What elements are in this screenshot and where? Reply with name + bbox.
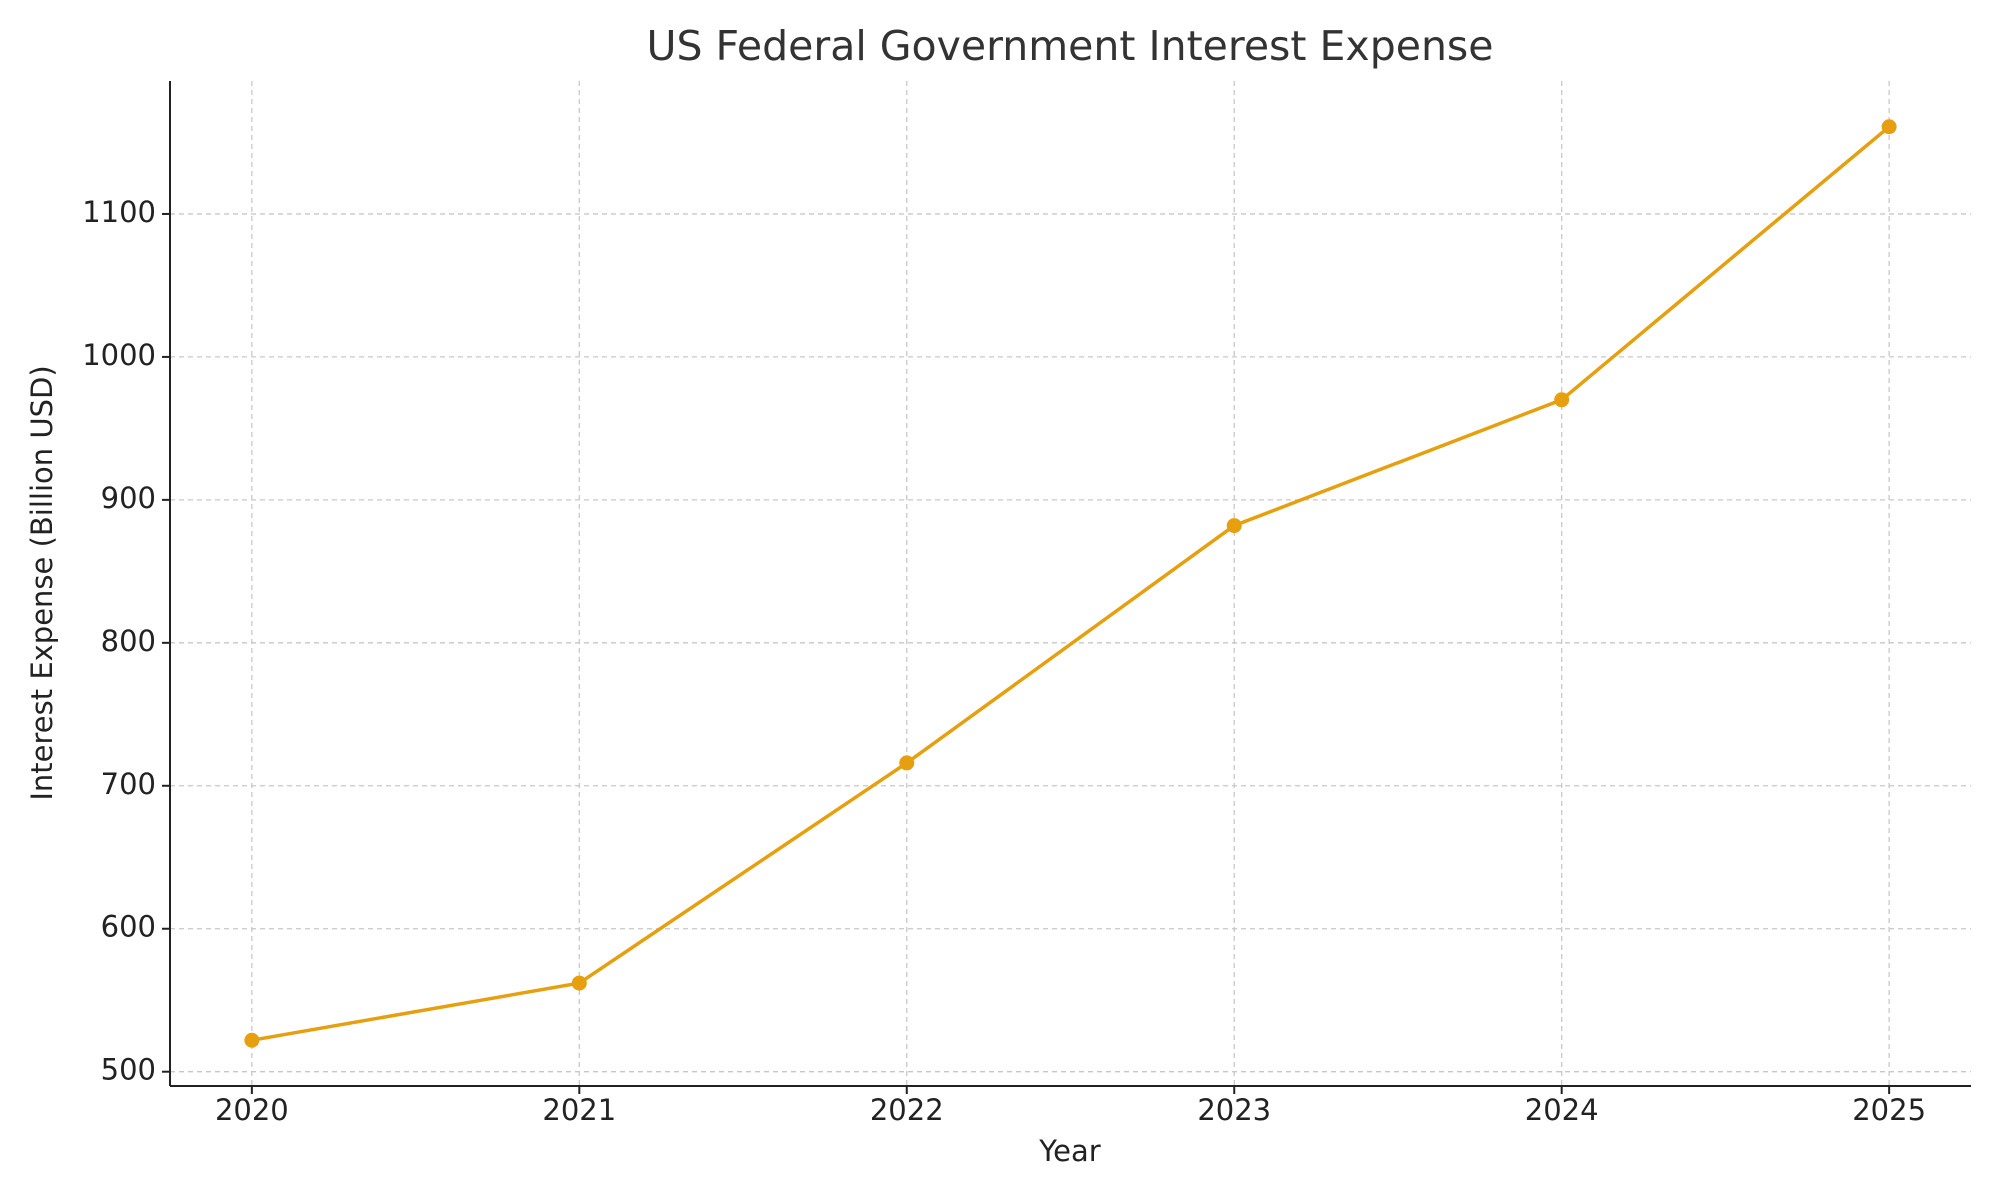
y-tick-label: 500 (101, 1053, 156, 1087)
y-tick-label: 1100 (82, 195, 156, 229)
y-tick-label: 700 (101, 767, 156, 801)
data-point (1881, 119, 1897, 135)
y-tick-label: 600 (101, 910, 156, 944)
data-point (1226, 518, 1242, 534)
x-tick-label: 2023 (1197, 1093, 1271, 1127)
data-point (244, 1032, 260, 1048)
y-axis-label: Interest Expense (Billion USD) (25, 365, 59, 800)
data-point (899, 755, 915, 771)
y-tick-label: 900 (101, 481, 156, 515)
x-tick-label: 2024 (1525, 1093, 1599, 1127)
x-tick-label: 2021 (542, 1093, 616, 1127)
x-axis-label: Year (1038, 1134, 1100, 1168)
data-point (1554, 392, 1570, 408)
x-tick-label: 2022 (870, 1093, 944, 1127)
chart-title: US Federal Government Interest Expense (646, 22, 1493, 70)
x-tick-label: 2025 (1852, 1093, 1926, 1127)
data-point (571, 975, 587, 991)
x-tick-label: 2020 (215, 1093, 289, 1127)
y-tick-label: 800 (101, 624, 156, 658)
data-line (251, 125, 1891, 1042)
y-tick-label: 1000 (82, 338, 156, 372)
